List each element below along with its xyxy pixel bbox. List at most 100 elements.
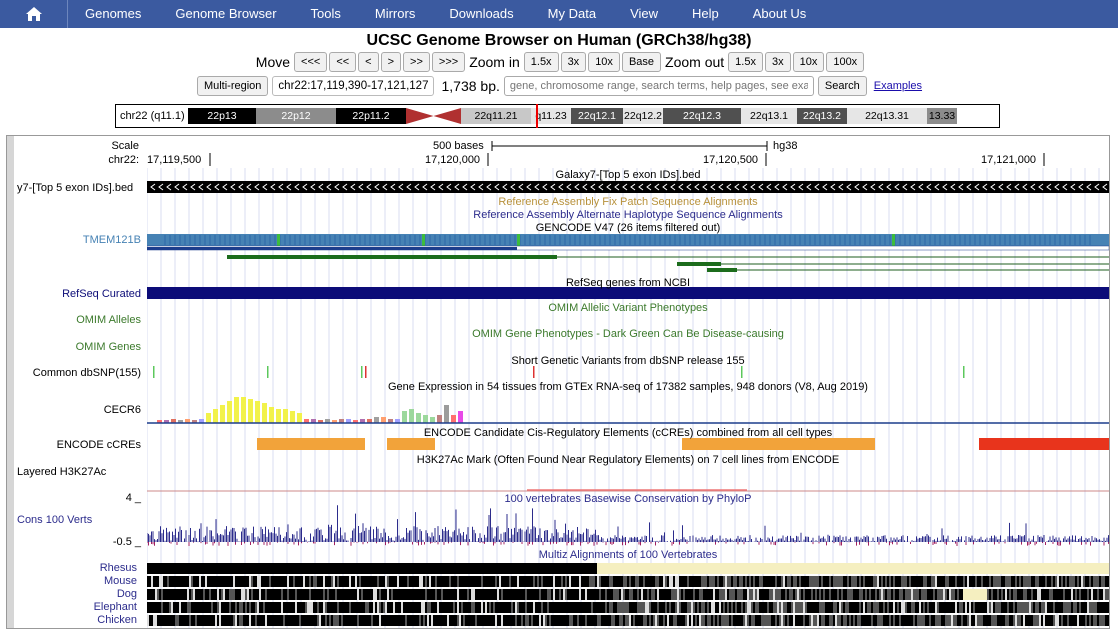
omim-genes-track-label[interactable]: OMIM Genes bbox=[75, 341, 141, 353]
multiz-alignment bbox=[1047, 602, 1049, 613]
multiz-alignment bbox=[491, 615, 493, 626]
multiz-alignment bbox=[151, 576, 153, 587]
multiz-alignment bbox=[939, 589, 941, 600]
multiz-alignment bbox=[943, 602, 945, 613]
multiz-alignment bbox=[993, 602, 995, 613]
track-panel[interactable]: Scale chr22: 500 bases hg38 17,119,500 1… bbox=[6, 135, 1110, 629]
multiz-alignment bbox=[233, 602, 235, 613]
strand-chevron bbox=[902, 183, 908, 191]
ideogram-band[interactable]: 22q13.31 bbox=[847, 108, 927, 124]
multiz-alignment bbox=[755, 615, 757, 626]
multiz-alignment bbox=[497, 615, 499, 626]
multiz-alignment bbox=[939, 602, 941, 613]
encode-track-label[interactable]: ENCODE cCREs bbox=[56, 439, 141, 451]
species-label-dog[interactable]: Dog bbox=[116, 588, 137, 600]
move-button-1[interactable]: << bbox=[329, 52, 357, 72]
multiz-alignment bbox=[393, 602, 395, 613]
nav-item-about-us[interactable]: About Us bbox=[752, 6, 807, 21]
centromere-band[interactable] bbox=[406, 108, 461, 124]
ideogram-band[interactable]: 22q12.2 bbox=[623, 108, 663, 124]
zoom-out-button-2[interactable]: 10x bbox=[792, 52, 825, 72]
nav-item-mirrors[interactable]: Mirrors bbox=[374, 6, 416, 21]
gencode-track-label[interactable]: TMEM121B bbox=[82, 234, 141, 246]
zoom-in-button-3[interactable]: Base bbox=[621, 52, 662, 72]
multiz-alignment bbox=[587, 576, 589, 587]
multiz-alignment bbox=[461, 602, 463, 613]
nav-item-genome-browser[interactable]: Genome Browser bbox=[175, 6, 277, 21]
omim-alleles-track-label[interactable]: OMIM Alleles bbox=[76, 314, 141, 326]
multiz-alignment bbox=[471, 615, 473, 626]
ideogram-band[interactable]: 22p12 bbox=[256, 108, 336, 124]
dbsnp-track-label[interactable]: Common dbSNP(155) bbox=[32, 367, 141, 379]
species-label-mouse[interactable]: Mouse bbox=[103, 575, 137, 587]
nav-item-downloads[interactable]: Downloads bbox=[449, 6, 514, 21]
strand-chevron bbox=[878, 183, 884, 191]
multiz-alignment bbox=[425, 615, 427, 626]
zoom-in-button-2[interactable]: 10x bbox=[588, 52, 620, 72]
nav-item-tools[interactable]: Tools bbox=[310, 6, 341, 21]
multiz-alignment bbox=[387, 615, 389, 626]
multiz-alignment bbox=[1005, 602, 1007, 613]
multiz-alignment bbox=[843, 589, 845, 600]
ideogram-band[interactable]: 22q13.2 bbox=[797, 108, 847, 124]
examples-link[interactable]: Examples bbox=[873, 80, 923, 92]
nav-item-genomes[interactable]: Genomes bbox=[85, 6, 142, 21]
species-label-elephant[interactable]: Elephant bbox=[93, 601, 137, 613]
zoom-out-button-0[interactable]: 1.5x bbox=[728, 52, 763, 72]
zoom-out-button-1[interactable]: 3x bbox=[764, 52, 791, 72]
species-label-rhesus[interactable]: Rhesus bbox=[99, 562, 137, 574]
nav-item-view[interactable]: View bbox=[630, 6, 659, 21]
chromosome-ideogram[interactable]: chr22 (q11.1) 22p13 22p12 22p11.2 22q11.21 q… bbox=[115, 104, 1000, 128]
nav-item-my-data[interactable]: My Data bbox=[547, 6, 597, 21]
galaxy-track-label[interactable]: y7-[Top 5 exon IDs].bed bbox=[17, 182, 134, 194]
zoom-in-button-0[interactable]: 1.5x bbox=[523, 52, 559, 72]
track-graphics[interactable] bbox=[147, 136, 1109, 629]
move-button-2[interactable]: < bbox=[358, 52, 379, 72]
ideogram-band[interactable]: 13.33 bbox=[927, 108, 957, 124]
multiz-alignment bbox=[995, 576, 997, 587]
nav-item-help[interactable]: Help bbox=[692, 6, 719, 21]
move-button-3[interactable]: > bbox=[380, 52, 402, 72]
search-input[interactable] bbox=[503, 76, 814, 96]
multiz-alignment bbox=[537, 576, 539, 587]
multiz-alignment bbox=[295, 615, 297, 626]
ideogram-band[interactable]: 22q12.1 bbox=[571, 108, 623, 124]
multi-region-button[interactable]: Multi-region bbox=[196, 76, 269, 96]
zoom-out-button-3[interactable]: 100x bbox=[826, 52, 865, 72]
multiz-alignment bbox=[1025, 589, 1027, 600]
move-button-4[interactable]: >> bbox=[403, 52, 430, 72]
zoom-in-button-1[interactable]: 3x bbox=[560, 52, 587, 72]
multiz-alignment bbox=[857, 576, 859, 587]
gtex-track-label[interactable]: CECR6 bbox=[103, 404, 141, 416]
ideogram-band[interactable]: 22p13 bbox=[188, 108, 256, 124]
refseq-track-label[interactable]: RefSeq Curated bbox=[62, 288, 141, 300]
move-button-5[interactable]: >>> bbox=[431, 52, 466, 72]
multiz-alignment bbox=[455, 602, 457, 613]
multiz-alignment bbox=[631, 576, 633, 587]
search-button[interactable]: Search bbox=[817, 76, 867, 96]
multiz-alignment bbox=[849, 615, 851, 626]
ideogram-band[interactable]: 22p11.2 bbox=[336, 108, 406, 124]
multiz-alignment bbox=[495, 576, 497, 587]
multiz-alignment bbox=[175, 615, 177, 626]
multiz-alignment bbox=[325, 602, 327, 613]
ideogram-band[interactable]: 22q11.21 bbox=[461, 108, 531, 124]
ideogram-band[interactable]: 22q13.1 bbox=[741, 108, 797, 124]
ideogram-band[interactable]: q11.23 bbox=[531, 108, 571, 124]
multiz-alignment bbox=[635, 615, 637, 626]
multiz-alignment bbox=[399, 589, 401, 600]
strand-chevron bbox=[1062, 183, 1068, 191]
conservation-track-label[interactable]: Cons 100 Verts bbox=[17, 514, 93, 526]
ideogram-bands[interactable]: 22p13 22p12 22p11.2 22q11.21 q11.23 22q12.1 22… bbox=[188, 104, 988, 128]
multiz-alignment bbox=[1067, 589, 1069, 600]
species-label-chicken[interactable]: Chicken bbox=[97, 614, 137, 626]
ideogram-position-marker bbox=[536, 104, 538, 128]
home-icon[interactable] bbox=[0, 0, 68, 28]
move-button-0[interactable]: <<< bbox=[294, 52, 328, 72]
position-display[interactable]: chr22:17,119,390-17,121,127 bbox=[272, 76, 435, 96]
h3k27ac-track-label[interactable]: Layered H3K27Ac bbox=[17, 466, 107, 478]
ideogram-band[interactable]: 22q12.3 bbox=[663, 108, 741, 124]
multiz-alignment bbox=[347, 615, 349, 626]
multiz-alignment bbox=[721, 576, 723, 587]
strand-chevron bbox=[1078, 183, 1084, 191]
